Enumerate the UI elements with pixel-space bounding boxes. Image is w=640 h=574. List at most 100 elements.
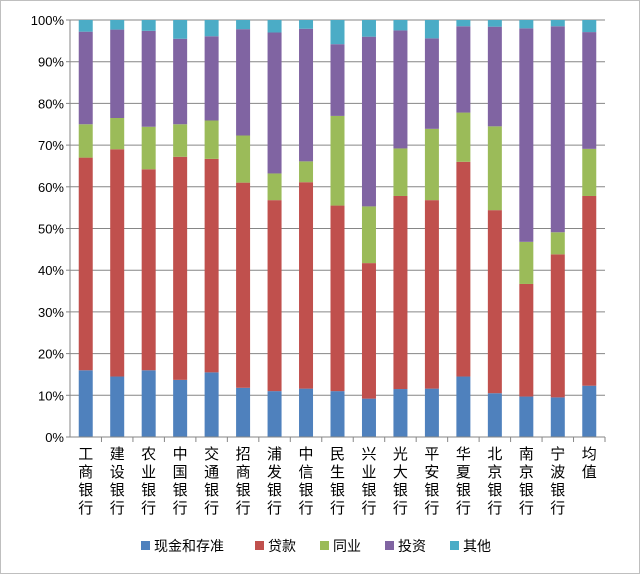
bar-segment-3-9 <box>361 36 376 207</box>
legend-swatch <box>255 541 264 550</box>
bar-segment-0-9 <box>361 398 376 437</box>
bar-segment-3-1 <box>110 29 125 118</box>
x-tick-label: 中国银行 <box>173 445 188 517</box>
bar-segment-0-1 <box>110 376 125 437</box>
bar-segment-2-1 <box>110 117 125 150</box>
bar-segment-2-9 <box>361 206 376 264</box>
bar-segment-3-14 <box>519 28 534 242</box>
bar-segment-1-1 <box>110 149 125 377</box>
x-tick-label: 民生银行 <box>330 445 345 517</box>
bar-segment-1-10 <box>393 195 408 390</box>
bar-segment-4-9 <box>361 20 376 37</box>
bar-segment-4-11 <box>424 20 439 39</box>
axes <box>66 19 606 442</box>
y-tick-label: 40% <box>38 263 64 278</box>
bar-segment-1-0 <box>78 157 93 371</box>
bar-segment-0-3 <box>173 379 188 437</box>
legend-swatch <box>141 541 150 550</box>
bar-segment-2-3 <box>173 124 188 157</box>
legend-label: 现金和存准 <box>154 539 224 555</box>
bar-segment-2-8 <box>330 115 345 206</box>
x-tick-label: 兴业银行 <box>361 445 376 517</box>
bar-segment-1-7 <box>299 182 314 389</box>
bar-segment-0-12 <box>456 376 471 437</box>
y-tick-label: 80% <box>38 96 64 111</box>
y-tick-label: 100% <box>31 13 65 28</box>
bar-segment-0-7 <box>299 388 314 437</box>
bar-segment-1-15 <box>550 254 565 398</box>
bar-segment-0-14 <box>519 396 534 437</box>
y-tick-label: 10% <box>38 388 64 403</box>
bar-segment-4-16 <box>582 20 597 33</box>
bar-segment-3-3 <box>173 38 188 125</box>
y-axis-tick-labels: 0% 10% 20% 30% 40% 50% 60% 70% 80% 90% 100% <box>31 13 65 445</box>
legend-swatch <box>385 541 394 550</box>
bar-segment-0-15 <box>550 397 565 437</box>
bar-segment-3-6 <box>267 32 282 174</box>
bar-segment-3-16 <box>582 32 597 149</box>
bar-segment-1-3 <box>173 156 188 380</box>
bar-segment-0-6 <box>267 391 282 437</box>
x-tick-label: 交通银行 <box>204 445 219 517</box>
bar-segment-2-4 <box>204 120 219 159</box>
bar-segment-4-8 <box>330 20 345 45</box>
bar-segment-2-14 <box>519 241 534 284</box>
x-tick-label: 均值 <box>582 445 597 481</box>
bar-segment-4-5 <box>236 20 251 30</box>
x-tick-label: 平安银行 <box>424 445 439 517</box>
bar-segment-1-5 <box>236 182 251 388</box>
bar-segment-2-15 <box>550 232 565 255</box>
bar-segment-3-10 <box>393 30 408 149</box>
bar-segment-2-12 <box>456 112 471 162</box>
bar-segment-0-10 <box>393 389 408 437</box>
bar-segment-4-15 <box>550 20 565 27</box>
y-tick-label: 70% <box>38 138 64 153</box>
bar-segment-0-5 <box>236 387 251 437</box>
bar-segment-4-4 <box>204 20 219 37</box>
bar-segment-0-4 <box>204 372 219 437</box>
bar-segment-1-11 <box>424 200 439 389</box>
bar-segment-2-7 <box>299 161 314 183</box>
y-tick-label: 60% <box>38 180 64 195</box>
x-tick-label: 北京银行 <box>487 445 502 517</box>
legend: 现金和存准 贷款 同业 投资 其他 <box>141 539 491 555</box>
x-tick-label: 光大银行 <box>393 445 408 517</box>
x-tick-label: 工商银行 <box>78 445 93 517</box>
bar-segment-4-0 <box>78 20 93 32</box>
bar-segment-3-11 <box>424 38 439 129</box>
x-tick-label: 浦发银行 <box>267 445 282 517</box>
legend-label: 投资 <box>398 539 426 555</box>
bar-segment-3-0 <box>78 31 93 125</box>
bar-segment-3-15 <box>550 26 565 233</box>
bar-segment-4-2 <box>141 20 156 31</box>
bar-segment-4-13 <box>487 20 502 27</box>
x-tick-label: 农业银行 <box>141 445 156 517</box>
bar-segment-1-14 <box>519 283 534 397</box>
bar-segment-0-0 <box>78 370 93 437</box>
bar-segment-2-5 <box>236 135 251 183</box>
bar-segment-2-0 <box>78 124 93 158</box>
x-axis-tick-labels: 工商银行 建设银行 农业银行 中国银行 交通银行 招商银行 浦发银行 中信银行 民生银行 兴业银行… <box>78 445 597 517</box>
legend-label: 贷款 <box>268 539 296 555</box>
bar-segment-0-8 <box>330 391 345 437</box>
bar-segment-0-2 <box>141 370 156 437</box>
bar-segment-2-16 <box>582 148 597 196</box>
bar-segment-2-6 <box>267 173 282 201</box>
bar-segment-3-2 <box>141 30 156 127</box>
bar-segment-2-13 <box>487 126 502 211</box>
bars <box>78 20 597 437</box>
bar-segment-4-10 <box>393 20 408 31</box>
legend-label: 同业 <box>333 539 361 555</box>
legend-swatch <box>450 541 459 550</box>
bar-segment-3-4 <box>204 36 219 121</box>
y-tick-label: 30% <box>38 305 64 320</box>
bar-segment-2-2 <box>141 126 156 170</box>
bar-segment-1-16 <box>582 195 597 386</box>
legend-label: 其他 <box>463 539 491 555</box>
bar-segment-3-8 <box>330 44 345 116</box>
bar-segment-1-12 <box>456 161 471 377</box>
y-tick-label: 50% <box>38 222 64 237</box>
bar-segment-0-16 <box>582 385 597 437</box>
